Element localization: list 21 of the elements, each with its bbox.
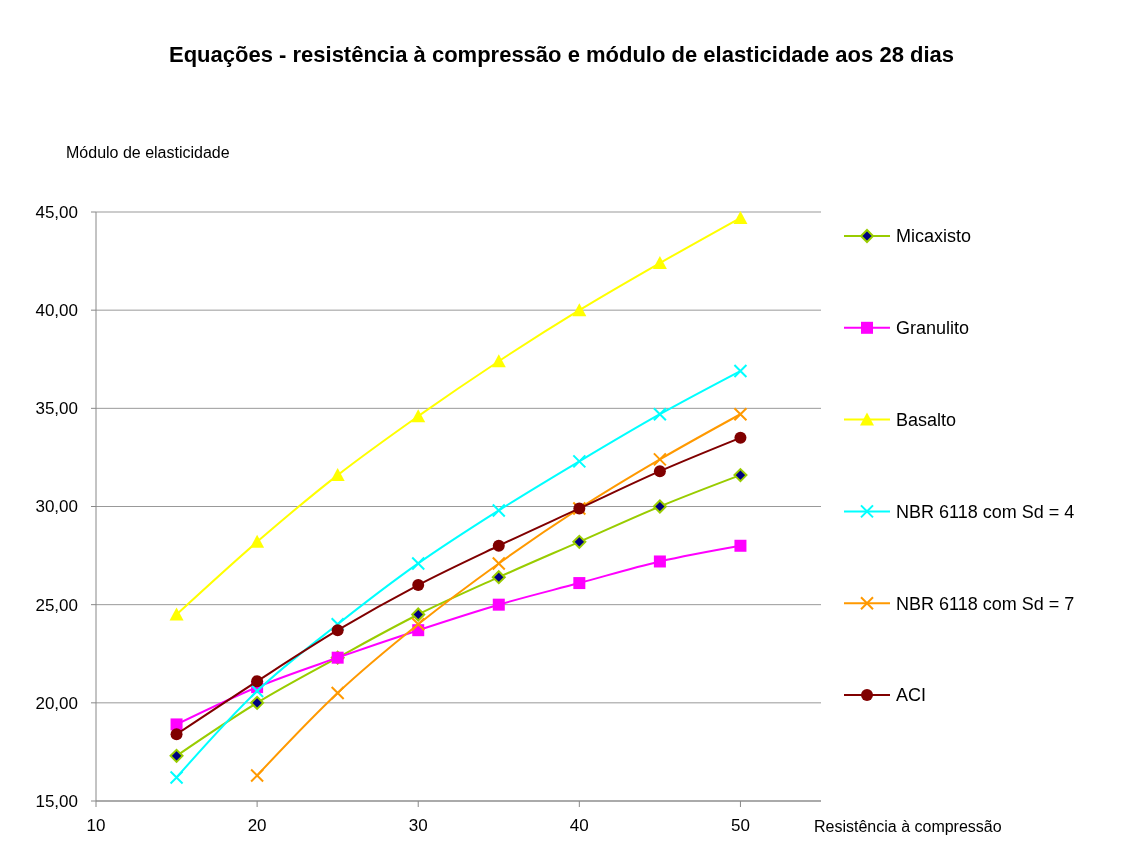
legend-label: NBR 6118 com Sd = 7 bbox=[896, 593, 1075, 614]
x-tick-label: 30 bbox=[408, 816, 428, 835]
legend-label: Granulito bbox=[896, 318, 970, 339]
y-tick-label: 45,00 bbox=[35, 202, 78, 222]
x-tick-label: 10 bbox=[86, 816, 106, 835]
y-tick-label: 25,00 bbox=[35, 595, 78, 615]
legend-label: NBR 6118 com Sd = 4 bbox=[896, 501, 1075, 522]
y-tick-label: 20,00 bbox=[35, 693, 78, 713]
legend-label: ACI bbox=[896, 685, 927, 706]
x-axis-title: Resistência à compressão bbox=[814, 818, 1002, 835]
legend-label: Micaxisto bbox=[896, 226, 972, 247]
y-tick-label: 15,00 bbox=[35, 791, 78, 811]
y-axis-title: Módulo de elasticidade bbox=[66, 144, 230, 161]
chart-title: Equações - resistência à compressão e módulo de elasticidade aos 28 dias bbox=[169, 42, 954, 67]
y-tick-label: 30,00 bbox=[35, 497, 78, 517]
x-tick-label: 20 bbox=[247, 816, 267, 835]
x-tick-label: 50 bbox=[730, 816, 750, 835]
x-tick-label: 40 bbox=[569, 816, 589, 835]
y-tick-label: 40,00 bbox=[35, 301, 78, 321]
legend-label: Basalto bbox=[896, 409, 957, 430]
y-tick-label: 35,00 bbox=[35, 399, 78, 419]
